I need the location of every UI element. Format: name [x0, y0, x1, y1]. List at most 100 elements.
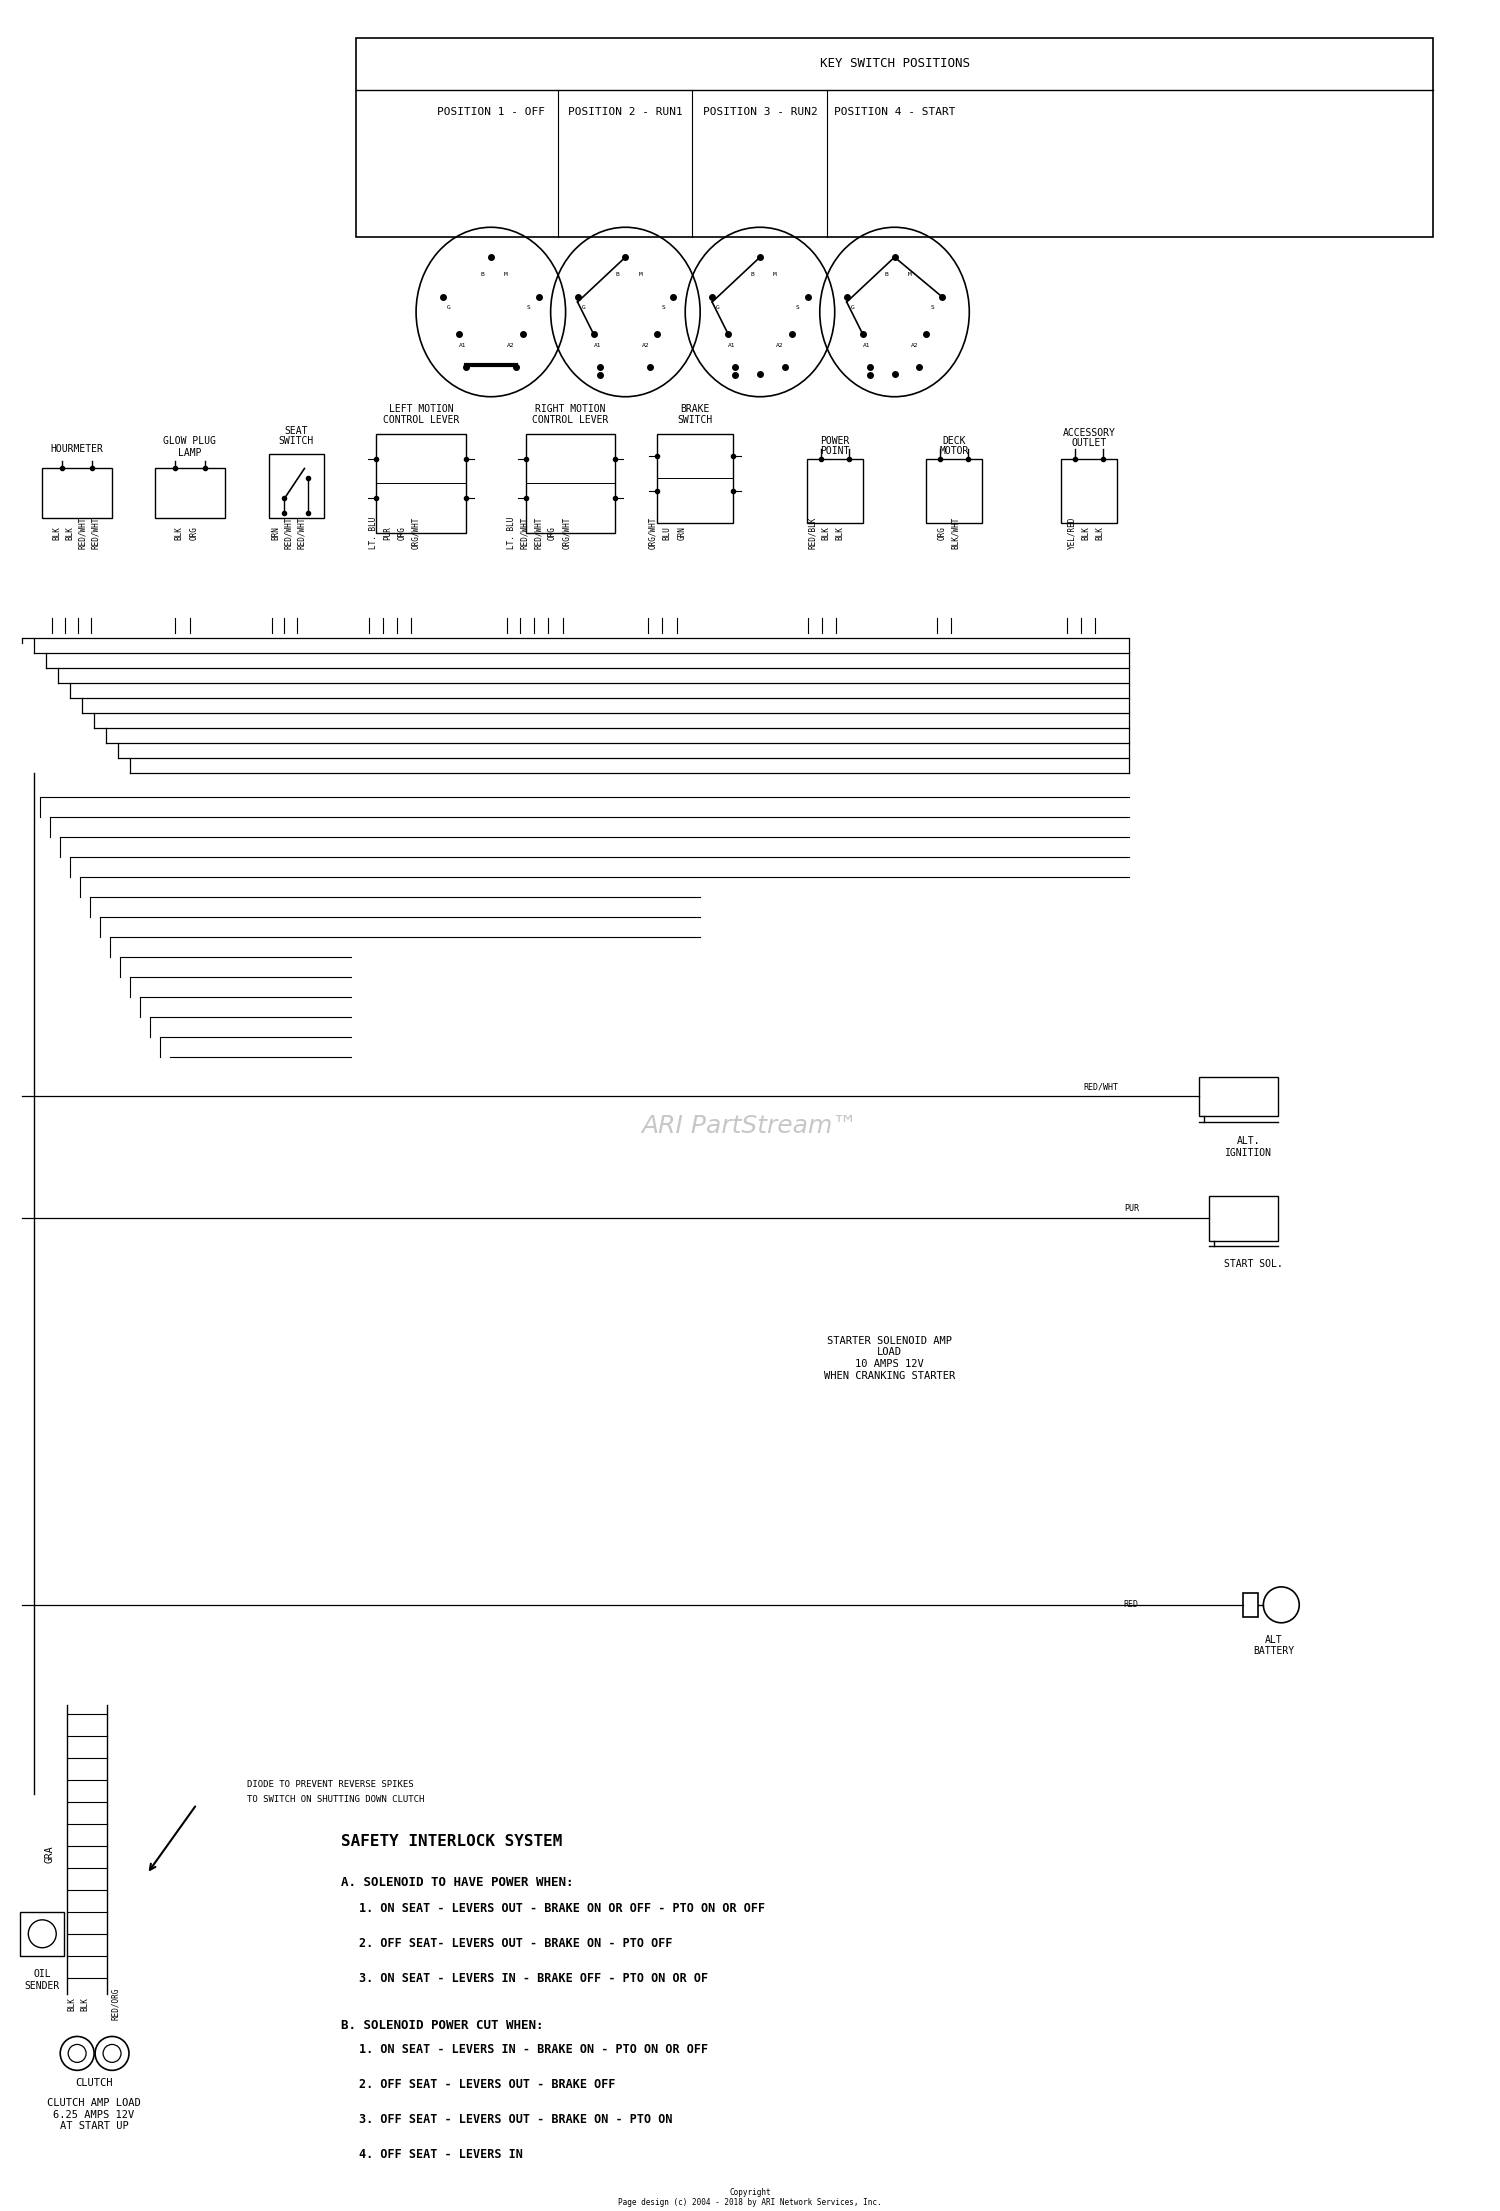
Text: GLOW PLUG: GLOW PLUG — [164, 436, 216, 447]
Text: Copyright
Page design (c) 2004 - 2018 by ARI Network Services, Inc.: Copyright Page design (c) 2004 - 2018 by… — [618, 2189, 882, 2207]
Text: TO SWITCH ON SHUTTING DOWN CLUTCH: TO SWITCH ON SHUTTING DOWN CLUTCH — [246, 1795, 424, 1804]
Text: RED/WHT: RED/WHT — [285, 517, 294, 551]
Text: RED: RED — [1124, 1601, 1138, 1610]
Bar — [1198, 1077, 1278, 1117]
Text: ALT
BATTERY: ALT BATTERY — [1252, 1634, 1294, 1656]
Text: SWITCH: SWITCH — [678, 416, 712, 425]
Text: 1. ON SEAT - LEVERS IN - BRAKE ON - PTO ON OR OFF: 1. ON SEAT - LEVERS IN - BRAKE ON - PTO … — [360, 2043, 708, 2056]
Bar — [927, 458, 982, 524]
Bar — [357, 38, 1432, 237]
Text: B: B — [885, 272, 888, 276]
Text: BLK: BLK — [1095, 526, 1104, 539]
Text: ORG/WHT: ORG/WHT — [411, 517, 420, 551]
Text: BLK: BLK — [68, 1997, 76, 2010]
Text: S: S — [930, 305, 934, 310]
Bar — [42, 469, 112, 517]
Text: ORG: ORG — [938, 526, 946, 539]
Bar — [657, 433, 734, 524]
Text: M: M — [908, 272, 912, 276]
Text: SENDER: SENDER — [24, 1981, 60, 1990]
Text: BLK: BLK — [81, 1997, 90, 2010]
Text: S: S — [662, 305, 664, 310]
Text: 1. ON SEAT - LEVERS OUT - BRAKE ON OR OFF - PTO ON OR OFF: 1. ON SEAT - LEVERS OUT - BRAKE ON OR OF… — [360, 1901, 765, 1915]
Text: ALT.
IGNITION: ALT. IGNITION — [1226, 1136, 1272, 1159]
Text: LT. BLU: LT. BLU — [369, 517, 378, 551]
Text: B: B — [615, 272, 620, 276]
Text: POWER: POWER — [821, 436, 849, 447]
Text: 3. ON SEAT - LEVERS IN - BRAKE OFF - PTO ON OR OF: 3. ON SEAT - LEVERS IN - BRAKE OFF - PTO… — [360, 1972, 708, 1985]
Text: S: S — [526, 305, 531, 310]
Text: CLUTCH: CLUTCH — [75, 2078, 112, 2089]
Text: BRN: BRN — [272, 526, 280, 539]
Text: RED/WHT: RED/WHT — [519, 517, 528, 551]
Text: HOURMETER: HOURMETER — [51, 444, 104, 453]
Text: GRN: GRN — [676, 526, 686, 539]
Text: CONTROL LEVER: CONTROL LEVER — [382, 416, 459, 425]
Text: A2: A2 — [776, 343, 783, 349]
Text: SAFETY INTERLOCK SYSTEM: SAFETY INTERLOCK SYSTEM — [342, 1835, 562, 1848]
Text: M: M — [772, 272, 777, 276]
Text: A2: A2 — [910, 343, 918, 349]
Text: 2. OFF SEAT - LEVERS OUT - BRAKE OFF: 2. OFF SEAT - LEVERS OUT - BRAKE OFF — [360, 2078, 616, 2092]
Text: B. SOLENOID POWER CUT WHEN:: B. SOLENOID POWER CUT WHEN: — [342, 2019, 544, 2032]
Text: A1: A1 — [459, 343, 466, 349]
Text: BLK: BLK — [1082, 526, 1090, 539]
Text: PUR: PUR — [1124, 1203, 1138, 1212]
Text: 3. OFF SEAT - LEVERS OUT - BRAKE ON - PTO ON: 3. OFF SEAT - LEVERS OUT - BRAKE ON - PT… — [360, 2114, 674, 2127]
Text: A1: A1 — [729, 343, 736, 349]
Text: ORG/WHT: ORG/WHT — [648, 517, 657, 551]
Text: BLU: BLU — [663, 526, 672, 539]
Text: RED/WHT: RED/WHT — [1084, 1081, 1119, 1090]
Text: A1: A1 — [862, 343, 870, 349]
Text: POSITION 3 - RUN2: POSITION 3 - RUN2 — [702, 106, 818, 117]
Bar — [376, 433, 466, 533]
Text: STARTER SOLENOID AMP
LOAD
10 AMPS 12V
WHEN CRANKING STARTER: STARTER SOLENOID AMP LOAD 10 AMPS 12V WH… — [824, 1335, 956, 1380]
Text: BLK: BLK — [822, 526, 831, 539]
Text: MOTOR: MOTOR — [939, 447, 969, 455]
Text: RED/BLK: RED/BLK — [808, 517, 818, 551]
Text: GRA: GRA — [45, 1846, 54, 1864]
Bar — [1244, 1592, 1258, 1616]
Text: A1: A1 — [594, 343, 602, 349]
Text: START SOL.: START SOL. — [1224, 1258, 1282, 1269]
Text: BLK: BLK — [64, 526, 74, 539]
Text: CLUTCH AMP LOAD
6.25 AMPS 12V
AT START UP: CLUTCH AMP LOAD 6.25 AMPS 12V AT START U… — [46, 2098, 141, 2131]
Text: LEFT MOTION: LEFT MOTION — [388, 405, 453, 413]
Text: SEAT: SEAT — [285, 425, 308, 436]
Text: ARI PartStream™: ARI PartStream™ — [642, 1114, 858, 1139]
Text: A2: A2 — [642, 343, 650, 349]
Text: DIODE TO PREVENT REVERSE SPIKES: DIODE TO PREVENT REVERSE SPIKES — [246, 1780, 412, 1789]
Text: BLK: BLK — [176, 526, 184, 539]
Text: POSITION 2 - RUN1: POSITION 2 - RUN1 — [568, 106, 682, 117]
Text: ORG: ORG — [398, 526, 406, 539]
Text: LT. BLU: LT. BLU — [507, 517, 516, 551]
Text: S: S — [796, 305, 800, 310]
Text: A2: A2 — [507, 343, 515, 349]
Text: BRAKE: BRAKE — [681, 405, 710, 413]
Text: CONTROL LEVER: CONTROL LEVER — [532, 416, 609, 425]
Text: DECK: DECK — [942, 436, 966, 447]
Text: POSITION 4 - START: POSITION 4 - START — [834, 106, 956, 117]
Text: M: M — [504, 272, 507, 276]
Text: POINT: POINT — [821, 447, 849, 455]
Text: A. SOLENOID TO HAVE POWER WHEN:: A. SOLENOID TO HAVE POWER WHEN: — [342, 1875, 574, 1888]
Bar — [1209, 1196, 1278, 1240]
Text: BLK: BLK — [53, 526, 62, 539]
Bar — [21, 1913, 64, 1957]
Text: M: M — [639, 272, 642, 276]
Text: YEL/RED: YEL/RED — [1066, 517, 1076, 551]
Text: RIGHT MOTION: RIGHT MOTION — [536, 405, 606, 413]
Text: OIL: OIL — [33, 1968, 51, 1979]
Text: KEY SWITCH POSITIONS: KEY SWITCH POSITIONS — [819, 57, 969, 71]
Bar — [154, 469, 225, 517]
Text: RED/WHT: RED/WHT — [78, 517, 87, 551]
Text: POSITION 1 - OFF: POSITION 1 - OFF — [436, 106, 544, 117]
Text: ACCESSORY: ACCESSORY — [1062, 427, 1116, 438]
Text: SWITCH: SWITCH — [279, 436, 314, 447]
Text: RED/WHT: RED/WHT — [92, 517, 100, 551]
Text: BLK/WHT: BLK/WHT — [951, 517, 960, 551]
Bar — [807, 458, 862, 524]
Text: RED/WHT: RED/WHT — [297, 517, 306, 551]
Text: G: G — [716, 305, 720, 310]
Text: ORG: ORG — [190, 526, 200, 539]
